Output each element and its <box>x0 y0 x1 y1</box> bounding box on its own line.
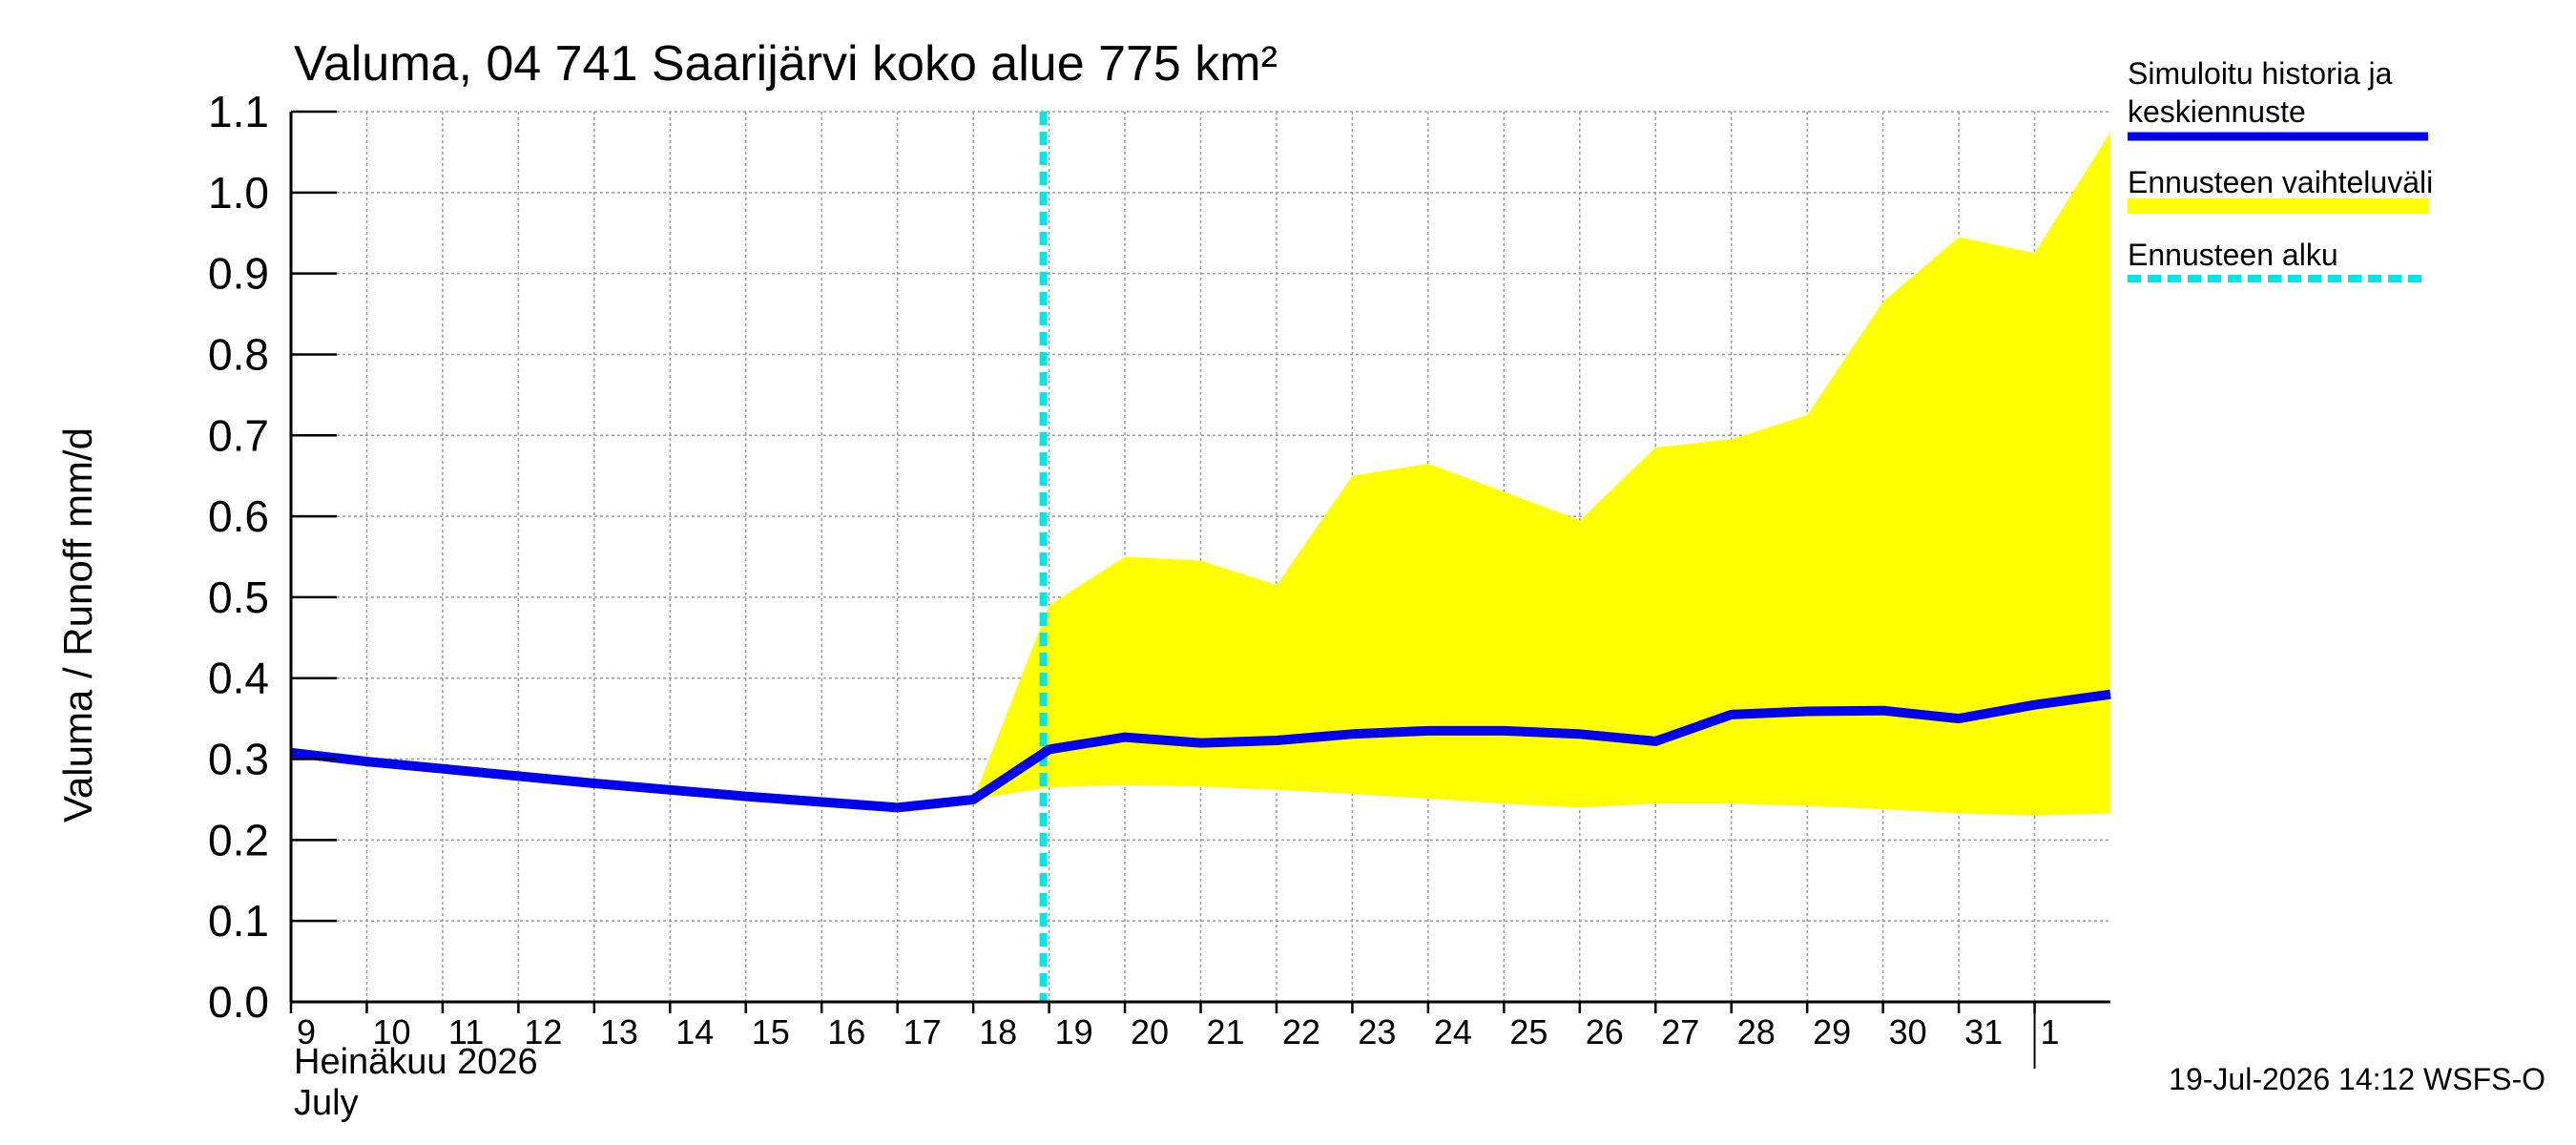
x-tick-label: 12 <box>524 1012 562 1051</box>
y-tick-label: 0.8 <box>208 329 269 379</box>
x-tick-label: 30 <box>1889 1012 1927 1051</box>
data-point <box>1124 737 1126 739</box>
data-point <box>1427 730 1429 732</box>
forecast-range-band <box>973 132 2110 816</box>
y-tick-label: 0.5 <box>208 572 269 622</box>
data-point <box>972 799 974 801</box>
data-point <box>1882 710 1884 712</box>
y-axis-label: Valuma / Runoff mm/d <box>55 427 100 822</box>
x-axis-label-en: July <box>294 1083 359 1123</box>
x-tick-label: 14 <box>675 1012 714 1051</box>
x-tick-label: 1 <box>2041 1012 2060 1051</box>
data-point <box>1958 718 1960 719</box>
data-point <box>517 775 519 777</box>
x-tick-label: 27 <box>1661 1012 1699 1051</box>
y-tick-label: 1.0 <box>208 168 269 218</box>
y-tick-label: 0.0 <box>208 977 269 1027</box>
data-point <box>1731 714 1733 716</box>
x-tick-labels: 9 10 11 12 13 14 15 16 17 18 19 20 21 22 23 24 25 26 27 28 2… <box>297 1012 2060 1051</box>
x-tick-label: 23 <box>1358 1012 1396 1051</box>
y-tick-label: 0.4 <box>208 654 269 703</box>
forecast-band-layer <box>973 132 2110 816</box>
x-tick-label: 21 <box>1207 1012 1245 1051</box>
x-tick-label: 29 <box>1813 1012 1851 1051</box>
data-point <box>442 768 444 770</box>
y-tick-label: 0.3 <box>208 735 269 784</box>
legend-label: Simuloitu historia ja keskiennuste <box>2128 56 2393 129</box>
x-tick-label: 13 <box>600 1012 638 1051</box>
legend: Simuloitu historia ja keskiennuste Ennuste… <box>2128 56 2433 282</box>
y-tick-label: 0.6 <box>208 491 269 541</box>
data-point <box>1200 742 1201 744</box>
y-tick-label: 1.1 <box>208 87 269 136</box>
x-tick-label: 26 <box>1586 1012 1624 1051</box>
series-line-layer <box>290 689 2111 813</box>
data-point <box>366 760 367 762</box>
x-tick-label: 17 <box>904 1012 942 1051</box>
data-point <box>1579 733 1581 735</box>
x-tick-label: 11 <box>448 1012 484 1051</box>
y-tick-labels: 0.0 0.1 0.2 0.3 0.4 0.5 0.6 0.7 0.8 0.9 1.0 1.1 <box>208 87 269 1027</box>
y-tick-label: 0.7 <box>208 410 269 460</box>
x-tick-label: 9 <box>297 1012 316 1051</box>
data-point <box>745 796 747 798</box>
data-point <box>1351 733 1353 735</box>
data-point <box>1806 711 1808 712</box>
legend-label: Ennusteen alku <box>2128 238 2338 272</box>
y-tick-label: 0.2 <box>208 815 269 864</box>
x-tick-label: 25 <box>1509 1012 1548 1051</box>
y-tick-label: 0.1 <box>208 896 269 946</box>
data-point <box>593 782 595 784</box>
axes <box>289 110 2110 1069</box>
data-point <box>669 789 671 791</box>
data-point <box>897 806 899 808</box>
data-point <box>1503 730 1505 732</box>
data-point <box>2034 704 2035 706</box>
footer-timestamp: 19-Jul-2026 14:12 WSFS-O <box>2169 1062 2545 1096</box>
x-tick-label: 28 <box>1737 1012 1776 1051</box>
data-point <box>1654 740 1656 742</box>
y-tick-label: 0.9 <box>208 249 269 299</box>
legend-label: Ennusteen vaihteluväli <box>2128 165 2433 199</box>
x-tick-label: 19 <box>1055 1012 1093 1051</box>
data-point <box>1276 739 1278 741</box>
chart-title: Valuma, 04 741 Saarijärvi koko alue 775 … <box>294 36 1278 92</box>
x-tick-label: 10 <box>372 1012 410 1051</box>
x-axis-label-fi: Heinäkuu 2026 <box>294 1042 538 1082</box>
data-point <box>2109 694 2111 696</box>
x-tick-label: 20 <box>1131 1012 1169 1051</box>
x-tick-label: 15 <box>752 1012 790 1051</box>
x-tick-label: 24 <box>1434 1012 1472 1051</box>
x-tick-label: 18 <box>979 1012 1017 1051</box>
x-tick-label: 31 <box>1964 1012 2003 1051</box>
x-tick-label: 22 <box>1282 1012 1320 1051</box>
x-tick-label: 16 <box>827 1012 865 1051</box>
